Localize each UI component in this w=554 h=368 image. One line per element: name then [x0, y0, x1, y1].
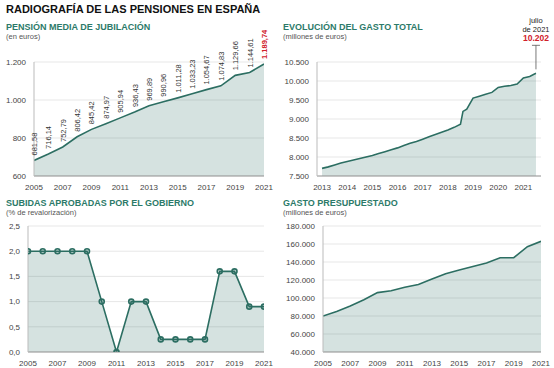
svg-text:2020: 2020: [489, 183, 507, 192]
svg-text:10.202: 10.202: [523, 33, 546, 43]
svg-text:1.144,61: 1.144,61: [246, 38, 255, 67]
svg-text:10.000: 10.000: [285, 77, 310, 86]
html-text:(millones de euros): (millones de euros): [283, 208, 347, 217]
svg-text:2009: 2009: [369, 359, 387, 368]
svg-text:160.000: 160.000: [286, 240, 315, 249]
svg-text:1.033,23: 1.033,23: [188, 59, 197, 88]
svg-text:julio: julio: [529, 16, 543, 26]
svg-text:2019: 2019: [505, 359, 523, 368]
svg-text:681,58: 681,58: [30, 133, 39, 156]
svg-text:1.054,67: 1.054,67: [203, 55, 212, 84]
svg-text:2011: 2011: [396, 359, 414, 368]
html-text:(en euros): (en euros): [6, 32, 41, 41]
svg-text:2017: 2017: [478, 359, 496, 368]
svg-text:2017: 2017: [198, 183, 216, 192]
html-text:SUBIDAS APROBADAS POR EL GOBIE: SUBIDAS APROBADAS POR EL GOBIERNO: [6, 198, 194, 208]
svg-text:806,42: 806,42: [73, 109, 82, 132]
svg-text:2007: 2007: [341, 359, 359, 368]
svg-text:752,79: 752,79: [59, 119, 68, 142]
svg-text:800: 800: [13, 134, 27, 143]
html-text:(% de revalorización): (% de revalorización): [6, 208, 77, 217]
svg-text:8.000: 8.000: [289, 153, 310, 162]
svg-text:1.189,74: 1.189,74: [260, 29, 269, 59]
svg-text:7.500: 7.500: [289, 172, 310, 181]
svg-text:2013: 2013: [137, 359, 155, 368]
svg-text:2005: 2005: [25, 183, 43, 192]
svg-text:1.000: 1.000: [8, 96, 27, 105]
svg-text:2021: 2021: [255, 359, 273, 368]
svg-text:600: 600: [13, 172, 27, 181]
svg-text:140.000: 140.000: [286, 258, 315, 267]
svg-text:2013: 2013: [423, 359, 441, 368]
svg-text:1.074,83: 1.074,83: [217, 52, 226, 81]
svg-text:2014: 2014: [338, 183, 356, 192]
svg-text:2015: 2015: [169, 183, 187, 192]
svg-text:180.000: 180.000: [286, 222, 315, 231]
svg-text:2,0: 2,0: [9, 247, 21, 256]
svg-text:120.000: 120.000: [286, 276, 315, 285]
svg-text:2017: 2017: [196, 359, 214, 368]
svg-text:2009: 2009: [78, 359, 96, 368]
svg-text:1.200: 1.200: [8, 58, 27, 67]
svg-text:2019: 2019: [464, 183, 482, 192]
svg-text:10.500: 10.500: [285, 58, 310, 67]
svg-text:2015: 2015: [363, 183, 381, 192]
svg-text:2011: 2011: [108, 359, 126, 368]
svg-text:2021: 2021: [514, 183, 532, 192]
svg-text:1.129,66: 1.129,66: [231, 41, 240, 70]
svg-text:100.000: 100.000: [286, 294, 315, 303]
svg-text:80.000: 80.000: [291, 312, 316, 321]
svg-text:40.000: 40.000: [291, 348, 316, 357]
svg-text:2019: 2019: [226, 183, 244, 192]
svg-text:0,0: 0,0: [9, 348, 21, 357]
svg-text:2021: 2021: [532, 359, 546, 368]
svg-text:2013: 2013: [140, 183, 158, 192]
svg-text:2016: 2016: [389, 183, 407, 192]
svg-text:990,96: 990,96: [159, 74, 168, 97]
svg-text:1,0: 1,0: [9, 297, 21, 306]
svg-text:1,5: 1,5: [9, 272, 21, 281]
svg-text:2019: 2019: [226, 359, 244, 368]
svg-text:60.000: 60.000: [291, 330, 316, 339]
html-text:PENSIÓN MEDIA DE JUBILACIÓN: PENSIÓN MEDIA DE JUBILACIÓN: [6, 22, 151, 32]
svg-text:969,89: 969,89: [145, 78, 154, 101]
svg-text:9.500: 9.500: [289, 96, 310, 105]
svg-text:2007: 2007: [54, 183, 72, 192]
svg-text:2009: 2009: [83, 183, 101, 192]
svg-text:905,94: 905,94: [116, 90, 125, 113]
svg-text:2007: 2007: [49, 359, 67, 368]
svg-text:1.011,28: 1.011,28: [174, 64, 183, 93]
html-text:RADIOGRAFÍA DE LAS PENSIONES E: RADIOGRAFÍA DE LAS PENSIONES EN ESPAÑA: [6, 3, 261, 15]
html-text:GASTO PRESUPUESTADO: GASTO PRESUPUESTADO: [283, 198, 398, 208]
svg-text:874,97: 874,97: [102, 96, 111, 119]
svg-text:2017: 2017: [414, 183, 432, 192]
svg-text:8.500: 8.500: [289, 134, 310, 143]
svg-text:2015: 2015: [167, 359, 185, 368]
svg-text:936,43: 936,43: [131, 84, 140, 107]
svg-text:2005: 2005: [19, 359, 37, 368]
svg-text:2,5: 2,5: [9, 222, 21, 231]
svg-text:2015: 2015: [450, 359, 468, 368]
svg-text:2021: 2021: [255, 183, 273, 192]
svg-text:845,42: 845,42: [88, 101, 97, 124]
svg-text:2013: 2013: [313, 183, 331, 192]
svg-text:2005: 2005: [314, 359, 332, 368]
svg-text:716,14: 716,14: [44, 126, 53, 149]
svg-text:2018: 2018: [439, 183, 457, 192]
svg-text:2011: 2011: [112, 183, 130, 192]
html-text:EVOLUCIÓN DEL GASTO TOTAL: EVOLUCIÓN DEL GASTO TOTAL: [283, 22, 423, 32]
svg-text:9.000: 9.000: [289, 115, 310, 124]
html-text:(millones de euros): (millones de euros): [283, 32, 347, 41]
svg-text:0,5: 0,5: [9, 323, 21, 332]
